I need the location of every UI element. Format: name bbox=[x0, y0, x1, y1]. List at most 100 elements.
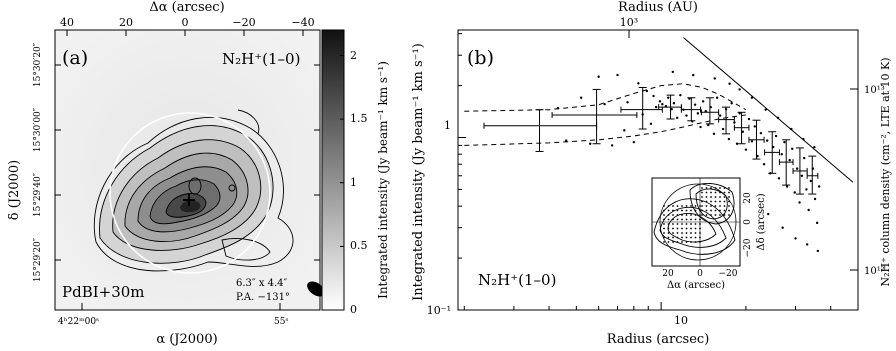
data-point-15 bbox=[652, 94, 655, 98]
inset-dot-a-2-2 bbox=[672, 214, 674, 216]
binned-point-10 bbox=[778, 139, 794, 186]
intensity-tick-1: 1 bbox=[444, 119, 451, 132]
binned-point-5 bbox=[700, 97, 720, 125]
data-point-22 bbox=[672, 102, 676, 105]
inset-dot-b-1-2 bbox=[710, 191, 712, 194]
inset-dot-b-0-5 bbox=[723, 187, 726, 189]
data-point-1 bbox=[564, 139, 568, 142]
binned-point-7 bbox=[733, 111, 750, 145]
inset-dot-b-1-1 bbox=[705, 191, 708, 194]
data-point-68 bbox=[802, 156, 806, 160]
inset-dot-a-7-1 bbox=[667, 236, 670, 239]
inset-dot-a-1-0 bbox=[663, 209, 665, 212]
inset-dot-b-1-3 bbox=[714, 191, 717, 194]
binned-point-4 bbox=[680, 97, 702, 122]
dec-tick-3: 15°29′20″ bbox=[33, 237, 43, 282]
power-law-fit-line bbox=[683, 37, 854, 183]
inset-dot-a-2-1 bbox=[667, 214, 670, 216]
data-point-8 bbox=[623, 129, 626, 132]
inset-dot-a-2-6 bbox=[690, 214, 692, 216]
inset-dot-b-0-4 bbox=[719, 187, 721, 189]
inset-dot-a-6-7 bbox=[694, 232, 697, 234]
inset-y-tick-1: 0 bbox=[743, 219, 753, 225]
inset-dot-a-4-6 bbox=[690, 223, 692, 225]
data-point-88 bbox=[767, 212, 770, 216]
data-point-89 bbox=[671, 70, 674, 74]
inset-dot-a-1-4 bbox=[681, 209, 683, 212]
inset-dot-a-7-4 bbox=[681, 236, 683, 239]
data-point-82 bbox=[813, 145, 816, 149]
inset-dot-a-4-7 bbox=[694, 223, 697, 225]
data-point-69 bbox=[805, 188, 808, 191]
binned-point-0 bbox=[483, 109, 598, 152]
inset-dot-a-2-3 bbox=[676, 214, 679, 216]
data-point-16 bbox=[654, 105, 658, 109]
offset-tick-4: −40 bbox=[291, 16, 314, 29]
inset-dot-b-0-2 bbox=[710, 187, 712, 189]
data-point-23 bbox=[675, 116, 679, 120]
inset-dot-b-6-1 bbox=[705, 214, 708, 216]
inset-dot-b-4-5 bbox=[723, 205, 726, 207]
coldens-tick-1e13: 10¹³ bbox=[864, 85, 885, 96]
inset-dot-b-0-6 bbox=[728, 187, 730, 189]
inset-dot-a-5-7 bbox=[694, 227, 697, 230]
data-point-84 bbox=[781, 226, 784, 229]
data-point-38 bbox=[718, 114, 722, 117]
y-axis-label-b: Integrated intensity (Jy beam⁻¹ km s⁻¹) bbox=[411, 43, 426, 301]
panel-a: (a) N₂H⁺(1–0) PdBI+30m 6.3″ x 4.4″ P.A. … bbox=[7, 0, 390, 347]
inset-x-tick-1: 0 bbox=[697, 269, 703, 279]
binned-point-3 bbox=[658, 94, 682, 120]
model-curve-lower bbox=[464, 114, 746, 146]
offset-tick-0: 40 bbox=[60, 16, 74, 29]
data-point-44 bbox=[735, 142, 739, 145]
inset-dot-a-0-0 bbox=[663, 205, 665, 207]
dec-tick-1: 15°30′00″ bbox=[33, 107, 43, 152]
inset-dot-b-5-2 bbox=[710, 209, 712, 212]
data-point-62 bbox=[788, 158, 791, 162]
colorbar-tick-2: 1 bbox=[350, 176, 357, 189]
data-point-58 bbox=[777, 177, 781, 180]
data-point-7 bbox=[616, 73, 619, 77]
binned-point-8 bbox=[748, 119, 765, 160]
inset-dot-a-4-3 bbox=[676, 223, 679, 225]
data-point-31 bbox=[699, 125, 702, 129]
inset-dot-b-5-4 bbox=[719, 209, 721, 212]
inset-dot-b-2-3 bbox=[714, 196, 717, 198]
panel-b-line-label: N₂H⁺(1–0) bbox=[478, 271, 556, 289]
inset-dot-b-1-5 bbox=[723, 191, 726, 194]
inset-dot-a-1-1 bbox=[667, 209, 670, 212]
inset-dot-b-3-4 bbox=[719, 200, 721, 203]
inset-dot-a-0-5 bbox=[685, 205, 688, 207]
inset-dot-a-6-5 bbox=[685, 232, 688, 234]
inset-dot-b-5-5 bbox=[723, 209, 726, 212]
beam-size-label: 6.3″ x 4.4″ bbox=[236, 278, 288, 289]
inset-dot-b-1-4 bbox=[719, 191, 721, 194]
data-point-48 bbox=[747, 117, 751, 121]
inset-dot-a-5-5 bbox=[685, 227, 688, 230]
inset-dot-a-8-7 bbox=[694, 241, 697, 243]
inset-dot-b-2-5 bbox=[723, 196, 726, 198]
inset-dot-a-1-2 bbox=[672, 209, 674, 212]
inset-dot-b-6-5 bbox=[723, 214, 726, 216]
offset-tick-2: 0 bbox=[182, 16, 189, 29]
data-point-43 bbox=[733, 121, 736, 124]
data-point-46 bbox=[741, 130, 745, 133]
ra-tick-1: 55ˢ bbox=[274, 317, 288, 327]
inset-map bbox=[651, 177, 741, 267]
inset-dot-a-2-7 bbox=[694, 214, 697, 216]
inset-dot-a-4-1 bbox=[667, 223, 670, 225]
data-point-87 bbox=[816, 249, 820, 253]
data-point-41 bbox=[727, 137, 731, 141]
inset-dot-a-5-3 bbox=[676, 227, 679, 230]
data-point-67 bbox=[800, 174, 804, 177]
dec-tick-2: 15°29′40″ bbox=[33, 172, 43, 217]
y2-axis-label-b: N₂H⁺ column density (cm⁻², LTE at 10 K) bbox=[879, 57, 892, 286]
colorbar bbox=[321, 29, 345, 311]
inset-dot-a-4-2 bbox=[672, 223, 674, 225]
inset-dot-b-5-6 bbox=[728, 209, 730, 212]
x-axis-label-b: Radius (arcsec) bbox=[607, 332, 710, 347]
map-image bbox=[55, 30, 320, 310]
inset-dot-b-4-1 bbox=[705, 205, 708, 207]
data-point-36 bbox=[712, 132, 716, 136]
